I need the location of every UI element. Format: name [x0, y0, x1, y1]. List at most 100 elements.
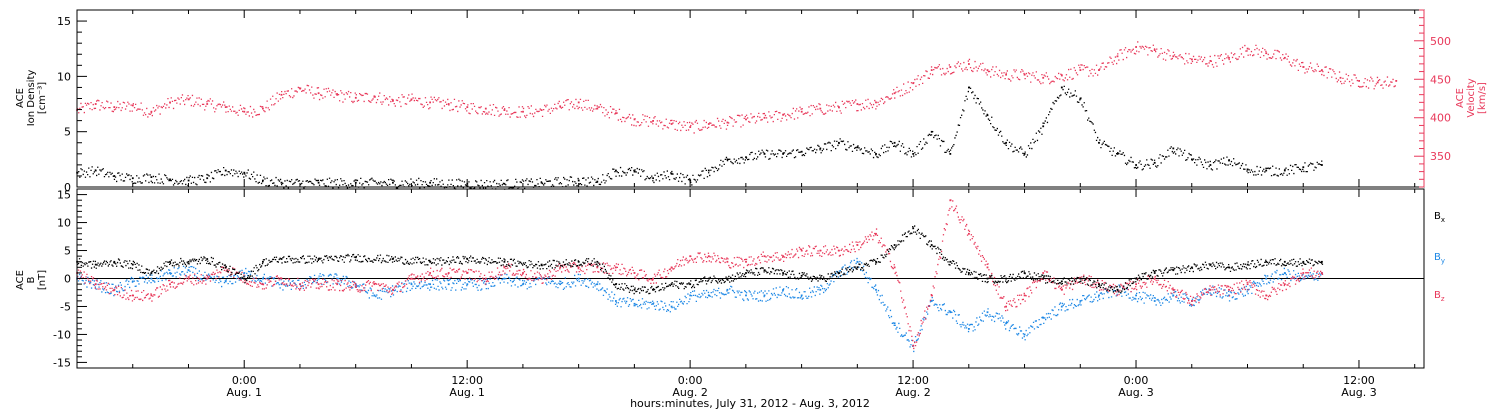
- bz-point-5: [169, 283, 171, 286]
- by-point-53: [1060, 305, 1063, 308]
- bx-point-27: [726, 277, 729, 280]
- bottom-left-tick-label: -10: [53, 328, 71, 341]
- bx-point-3: [131, 263, 134, 266]
- bz-point-44: [893, 266, 896, 269]
- bz-point-36: [745, 260, 747, 263]
- velocity-point-27: [577, 101, 580, 104]
- bx-point-57: [1283, 260, 1286, 263]
- bx-point-34: [856, 266, 859, 269]
- velocity-point-37: [763, 116, 766, 119]
- velocity-point-12: [299, 87, 301, 90]
- top-left-axis-title: ACE Ion Density [cm⁻³]: [15, 70, 48, 127]
- velocity-point-45: [912, 82, 915, 85]
- bx-point-10: [262, 260, 264, 263]
- bx-point-31: [800, 274, 803, 277]
- ion-density-point-38: [930, 130, 933, 133]
- bx-point-12: [317, 258, 320, 260]
- bz-point-19: [429, 272, 431, 274]
- velocity-point-18: [410, 98, 413, 101]
- ion-density-point-21: [615, 169, 617, 172]
- top-left-tick-label: 5: [64, 126, 71, 139]
- x-tick-label-time: 0:00: [232, 374, 257, 387]
- bz-point-29: [615, 266, 617, 269]
- velocity-point-36: [745, 118, 747, 121]
- bz-point-3: [131, 294, 134, 297]
- bz-point-57: [1135, 283, 1137, 286]
- ion-density-point-57: [1283, 169, 1286, 172]
- bz-point-12: [299, 283, 301, 286]
- bz-point-25: [540, 277, 543, 280]
- ion-density-point-30: [782, 153, 784, 155]
- bz-point-16: [373, 283, 376, 286]
- ion-density-point-46: [1079, 97, 1082, 100]
- by-point-28: [596, 283, 599, 286]
- ion-density-point-20: [596, 180, 599, 183]
- by-point-10: [262, 277, 264, 280]
- bx-point-43: [1023, 272, 1026, 274]
- ion-density-point-31: [800, 150, 803, 153]
- velocity-point-6: [187, 98, 190, 101]
- by-point-57: [1135, 294, 1137, 297]
- x-tick-label-date: Aug. 2: [672, 386, 707, 399]
- velocity-point-8: [224, 106, 227, 108]
- velocity-point-19: [429, 101, 431, 104]
- bz-point-46: [930, 294, 933, 297]
- velocity-point-17: [392, 100, 394, 102]
- ion-density-point-37: [912, 153, 915, 155]
- by-point-30: [633, 302, 636, 305]
- bz-point-47: [949, 199, 952, 202]
- by-point-37: [763, 294, 766, 297]
- velocity-point-7: [206, 103, 209, 105]
- bz-point-38: [782, 255, 784, 258]
- velocity-point-63: [1246, 47, 1249, 50]
- velocity-point-67: [1321, 69, 1323, 71]
- velocity-dots: [77, 41, 1398, 134]
- bz-point-60: [1191, 300, 1193, 302]
- velocity-point-1: [94, 103, 97, 105]
- bz-point-33: [689, 255, 692, 258]
- ion-density-point-3: [131, 177, 134, 180]
- bz-point-45: [912, 344, 915, 347]
- x-tick-label-time: 0:00: [1124, 374, 1149, 387]
- bottom-axis-title: ACE B [nT]: [15, 270, 48, 290]
- velocity-point-61: [1209, 60, 1212, 62]
- bottom-panel-marks: [76, 199, 1424, 353]
- by-point-19: [429, 283, 431, 286]
- velocity-point-47: [949, 66, 952, 68]
- velocity-point-68: [1339, 76, 1342, 79]
- bx-point-7: [206, 258, 209, 260]
- ion-density-point-29: [763, 153, 766, 155]
- velocity-point-30: [633, 118, 636, 121]
- bz-point-30: [633, 272, 636, 274]
- by-point-49: [986, 311, 989, 314]
- velocity-point-66: [1302, 66, 1305, 68]
- ion-density-point-49: [1135, 164, 1137, 166]
- ion-density-point-42: [1005, 141, 1007, 144]
- bz-point-21: [466, 272, 469, 274]
- by-point-16: [373, 294, 376, 297]
- top-right-tick-label: 400: [1430, 112, 1451, 125]
- bz-point-40: [819, 249, 822, 252]
- ion-density-point-58: [1302, 166, 1305, 169]
- x-tick-label-time: 0:00: [678, 374, 703, 387]
- top-right-tick-label: 450: [1430, 73, 1451, 86]
- bx-point-35: [875, 260, 877, 263]
- bx-point-23: [652, 288, 654, 291]
- velocity-point-70: [1376, 81, 1379, 84]
- ion-density-point-22: [633, 170, 636, 173]
- bx-point-26: [707, 277, 710, 280]
- bx-point-56: [1265, 260, 1268, 263]
- ion-density-point-18: [540, 181, 543, 184]
- velocity-point-65: [1283, 56, 1286, 59]
- by-point-18: [410, 283, 413, 286]
- bottom-left-tick-label: -5: [60, 300, 71, 313]
- by-point-13: [317, 277, 320, 280]
- bz-point-26: [559, 266, 562, 269]
- by-point-51: [1023, 333, 1026, 336]
- ion-density-point-59: [1321, 164, 1323, 166]
- bz-point-51: [1023, 294, 1026, 297]
- velocity-point-44: [893, 92, 896, 95]
- bx-point-55: [1246, 263, 1249, 266]
- bx-point-44: [1042, 277, 1045, 280]
